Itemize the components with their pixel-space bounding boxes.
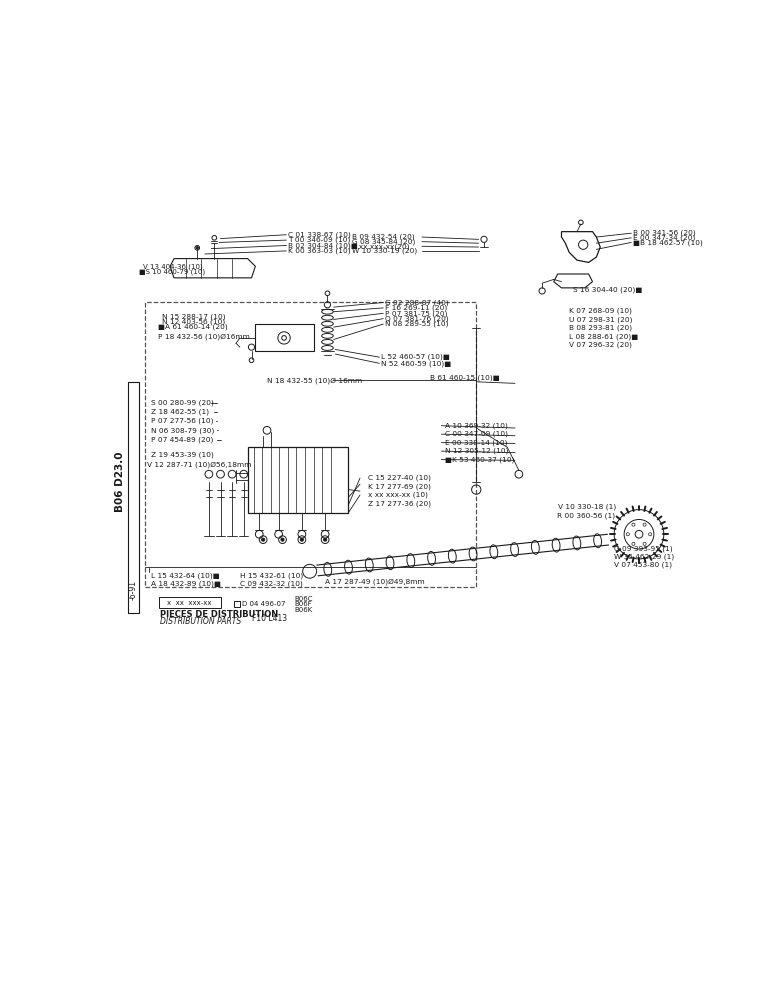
Text: R 00 360-56 (1): R 00 360-56 (1) <box>557 513 615 519</box>
Text: A 17 287-49 (10)Ø49,8mm: A 17 287-49 (10)Ø49,8mm <box>325 579 425 585</box>
Text: V 07 453-80 (1): V 07 453-80 (1) <box>615 561 672 568</box>
Text: G 09 393-95 (1): G 09 393-95 (1) <box>615 546 673 552</box>
Text: L 52 460-57 (10)■: L 52 460-57 (10)■ <box>381 354 450 360</box>
Text: x xx xxx-xx(20): x xx xxx-xx(20) <box>352 243 410 250</box>
Text: B06F: B06F <box>294 601 312 607</box>
Text: N 08 289-55 (10): N 08 289-55 (10) <box>384 321 449 327</box>
Text: S 16 304-40 (20)■: S 16 304-40 (20)■ <box>573 286 642 293</box>
Text: N 12 403-56 (10): N 12 403-56 (10) <box>162 318 225 325</box>
Text: N 52 460-59 (10)■: N 52 460-59 (10)■ <box>381 360 451 367</box>
Text: K 17 277-69 (20): K 17 277-69 (20) <box>367 483 431 490</box>
Text: -6-91: -6-91 <box>128 580 137 600</box>
Bar <box>256 324 313 351</box>
Text: x xx xxx-xx (10): x xx xxx-xx (10) <box>367 492 428 498</box>
Text: W 35 462-29 (1): W 35 462-29 (1) <box>615 553 675 560</box>
Bar <box>235 601 240 607</box>
Text: L 08 288-61 (20)■: L 08 288-61 (20)■ <box>569 333 638 340</box>
Text: K 07 268-09 (10): K 07 268-09 (10) <box>569 308 632 314</box>
Text: D 04 496-07: D 04 496-07 <box>242 601 286 607</box>
Bar <box>144 302 476 587</box>
Text: G 02 288-87 (40): G 02 288-87 (40) <box>384 299 449 306</box>
Text: L 15 432-64 (10)■: L 15 432-64 (10)■ <box>151 573 219 579</box>
Text: ■A 61 460-14 (20): ■A 61 460-14 (20) <box>158 324 229 330</box>
Text: Z 18 462-55 (1): Z 18 462-55 (1) <box>151 409 209 415</box>
Text: B 09 432-54 (20): B 09 432-54 (20) <box>352 234 415 240</box>
Text: A 18 432-89 (10)■: A 18 432-89 (10)■ <box>151 580 221 587</box>
Text: F10 L413: F10 L413 <box>252 614 286 623</box>
Text: N 15 288-17 (10): N 15 288-17 (10) <box>162 313 226 320</box>
Text: C 01 338-67 (10): C 01 338-67 (10) <box>288 231 350 238</box>
Text: PIECES DE DISTRIBUTION: PIECES DE DISTRIBUTION <box>160 610 278 619</box>
Text: P 07 277-56 (10): P 07 277-56 (10) <box>151 418 213 424</box>
Text: N 18 432-55 (10)Ø 16mm: N 18 432-55 (10)Ø 16mm <box>267 377 362 384</box>
Text: N 06 308-79 (30): N 06 308-79 (30) <box>151 427 214 434</box>
Text: E 00 347-34 (20): E 00 347-34 (20) <box>633 235 695 241</box>
Text: ■S 10 460-79 (10): ■S 10 460-79 (10) <box>139 268 205 275</box>
Text: C 09 432-32 (10): C 09 432-32 (10) <box>240 580 303 587</box>
Text: P 07 454-89 (20): P 07 454-89 (20) <box>151 436 213 443</box>
Text: Z 17 277-36 (20): Z 17 277-36 (20) <box>367 500 431 507</box>
Text: P 18 432-56 (10)Ø16mm: P 18 432-56 (10)Ø16mm <box>158 334 250 340</box>
Text: P 07 381-75 (20): P 07 381-75 (20) <box>384 310 447 317</box>
Text: W 10 330-19 (20): W 10 330-19 (20) <box>352 248 418 254</box>
Circle shape <box>262 538 265 541</box>
Text: DISTRIBUTION PARTS: DISTRIBUTION PARTS <box>160 617 242 626</box>
Circle shape <box>281 538 284 541</box>
Text: N 12 305-12 (10): N 12 305-12 (10) <box>445 448 509 454</box>
Text: K 00 363-03 (10): K 00 363-03 (10) <box>288 248 350 254</box>
Bar <box>158 597 221 608</box>
Text: B 08 293-81 (20): B 08 293-81 (20) <box>569 325 632 331</box>
Text: Q 07 381-76 (20): Q 07 381-76 (20) <box>384 315 449 322</box>
Text: V 12 287-71 (10)Ø56,18mm: V 12 287-71 (10)Ø56,18mm <box>147 462 252 468</box>
Text: U 07 298-31 (20): U 07 298-31 (20) <box>569 316 633 323</box>
Circle shape <box>323 538 327 541</box>
Text: x  xx  xxx-xx: x xx xxx-xx <box>168 600 212 606</box>
Circle shape <box>196 247 198 249</box>
Text: C 00 347-09 (10): C 00 347-09 (10) <box>445 431 508 437</box>
Circle shape <box>300 538 303 541</box>
Text: V 07 296-32 (20): V 07 296-32 (20) <box>569 342 632 348</box>
Text: C 15 227-40 (10): C 15 227-40 (10) <box>367 475 431 481</box>
Text: B06C: B06C <box>294 596 313 602</box>
Text: B 61 460-15 (10)■: B 61 460-15 (10)■ <box>430 375 499 381</box>
Text: T 00 346-09 (10): T 00 346-09 (10) <box>288 237 350 243</box>
Text: B06 D23.0: B06 D23.0 <box>115 452 125 512</box>
Text: H 15 432-61 (10): H 15 432-61 (10) <box>240 573 303 579</box>
Bar <box>248 447 348 513</box>
Text: V 10 330-18 (1): V 10 330-18 (1) <box>557 503 616 510</box>
Text: G 08 345-84 (20): G 08 345-84 (20) <box>352 238 415 245</box>
Text: E 00 338-14 (10): E 00 338-14 (10) <box>445 439 508 446</box>
Text: V 13 404-36 (10): V 13 404-36 (10) <box>143 263 203 270</box>
Text: S 00 280-99 (20): S 00 280-99 (20) <box>151 399 214 406</box>
Text: ■B 18 462-57 (10): ■B 18 462-57 (10) <box>633 239 703 246</box>
Text: Z 19 453-39 (10): Z 19 453-39 (10) <box>151 452 214 458</box>
Text: F 16 269-11 (20): F 16 269-11 (20) <box>384 305 447 311</box>
Text: A 10 369-32 (10): A 10 369-32 (10) <box>445 422 508 429</box>
Text: B 00 341-56 (20): B 00 341-56 (20) <box>633 230 696 236</box>
Text: ■K 53 460-37 (10): ■K 53 460-37 (10) <box>445 456 515 463</box>
Text: B 02 304-84 (10)■: B 02 304-84 (10)■ <box>288 242 357 249</box>
Text: B06K: B06K <box>294 607 313 613</box>
